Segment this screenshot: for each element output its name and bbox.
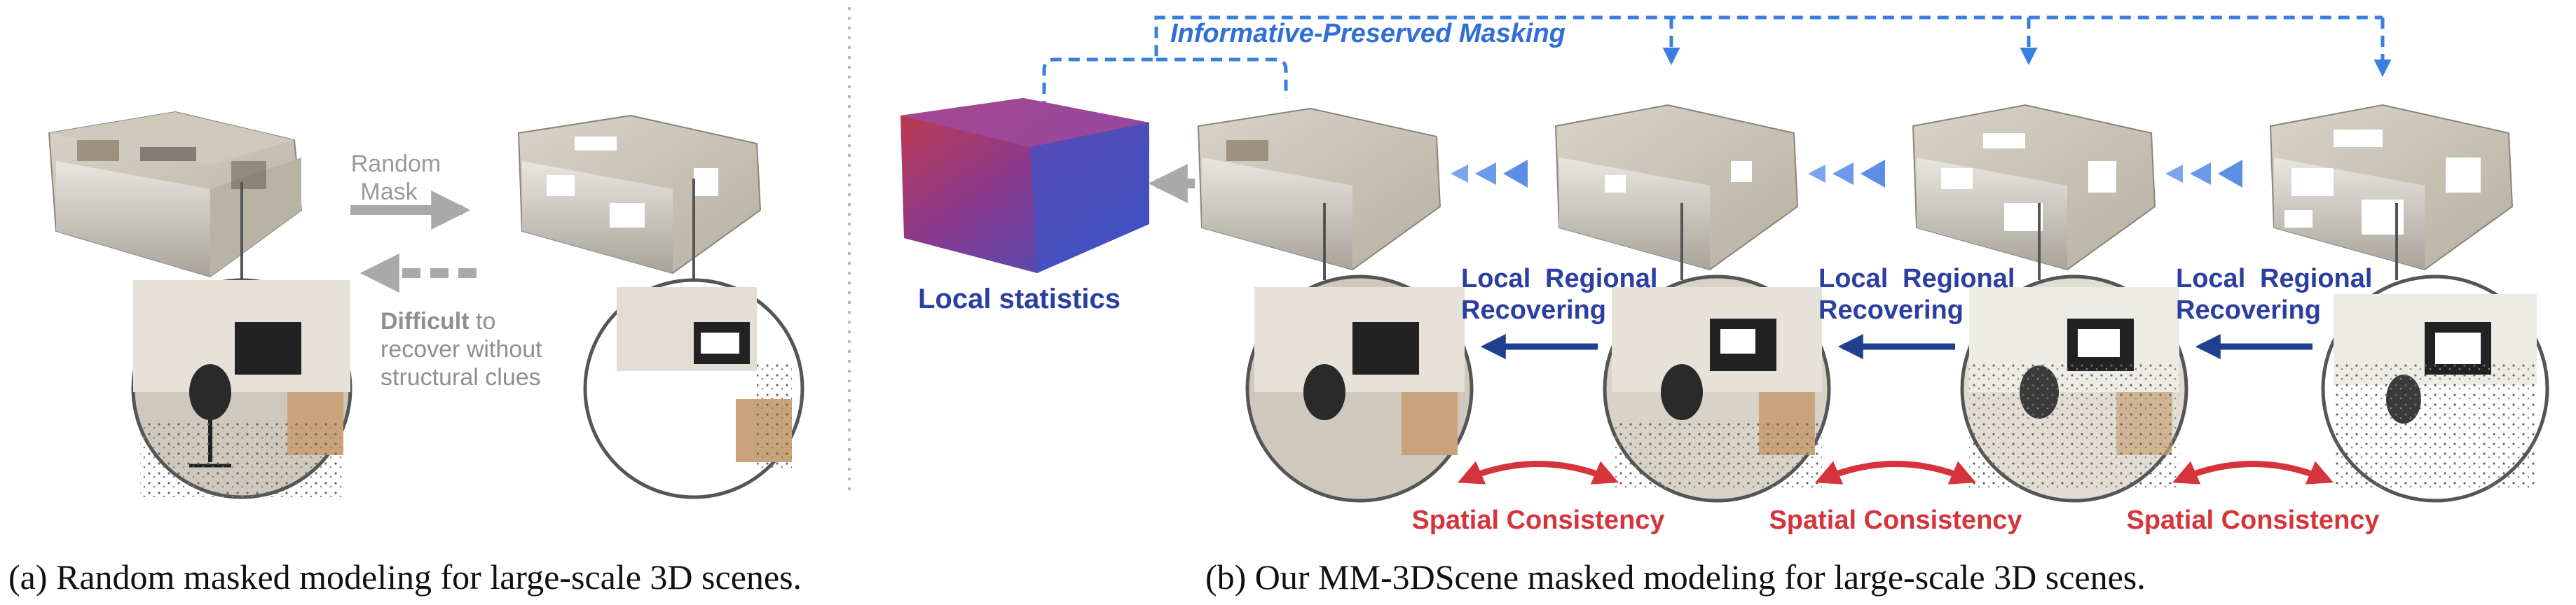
recover-label-3-local: Local xyxy=(2176,264,2245,293)
difficult-label-2: recover without xyxy=(381,336,542,363)
consistency-arc-1 xyxy=(1458,461,1619,485)
consistency-label-2: Spatial Consistency xyxy=(1769,506,2022,535)
recover-label-3-regional: Regional xyxy=(2260,264,2372,293)
full-scene-scan xyxy=(48,111,303,278)
scene-scan-2 xyxy=(1554,104,1799,271)
random-mask-label-2: Mask xyxy=(360,179,418,205)
recover-label-1-regional: Regional xyxy=(1545,264,1657,293)
recover-label-1-recovering: Recovering xyxy=(1461,295,1606,325)
recover-label-2-recovering: Recovering xyxy=(1818,295,1964,325)
caption-b: (b) Our MM-3DScene masked modeling for l… xyxy=(1205,557,2146,597)
scene-scan-1 xyxy=(1197,107,1441,271)
masking-bracket xyxy=(1042,15,2392,112)
scene-scan-3 xyxy=(1912,104,2156,271)
difficult-label-bold: Difficult xyxy=(381,308,470,335)
full-scene-zoom-circle xyxy=(131,278,352,499)
local-statistics-label: Local statistics xyxy=(918,284,1121,314)
zoom-circle-2 xyxy=(1603,274,1831,503)
recover-label-2-regional: Regional xyxy=(1903,264,2015,293)
local-statistics-cube xyxy=(900,98,1149,273)
consistency-arc-2 xyxy=(1815,461,1976,485)
recover-label-1-local: Local xyxy=(1461,264,1530,293)
zoom-circle-3 xyxy=(1960,274,2188,503)
zoom-circle-1 xyxy=(1245,274,1474,503)
zoom-circle-4 xyxy=(2321,274,2549,503)
left-panel: Random Mask Difficult to recover without… xyxy=(48,111,804,499)
consistency-label-3: Spatial Consistency xyxy=(2126,506,2379,535)
difficult-label: Difficult to xyxy=(381,308,495,335)
recover-label-2-local: Local xyxy=(1818,264,1888,293)
scene-scan-4 xyxy=(2269,104,2514,271)
random-mask-label-1: Random xyxy=(351,151,441,177)
difficult-label-3: structural clues xyxy=(381,364,541,391)
consistency-arc-3 xyxy=(2172,461,2334,485)
masking-title: Informative-Preserved Masking xyxy=(1170,19,1566,48)
masked-scene-zoom-circle xyxy=(583,278,804,499)
difficult-label-rest: to xyxy=(470,308,496,335)
chevrons xyxy=(1451,160,2242,188)
recover-label-3-recovering: Recovering xyxy=(2176,295,2321,325)
right-panel: Informative-Preserved Masking Local stat… xyxy=(900,15,2549,535)
consistency-label-1: Spatial Consistency xyxy=(1411,506,1664,535)
local-statistics-text: Local statistics xyxy=(918,284,1121,314)
caption-a: (a) Random masked modeling for large-sca… xyxy=(8,557,802,597)
masked-scene-scan xyxy=(517,114,762,274)
